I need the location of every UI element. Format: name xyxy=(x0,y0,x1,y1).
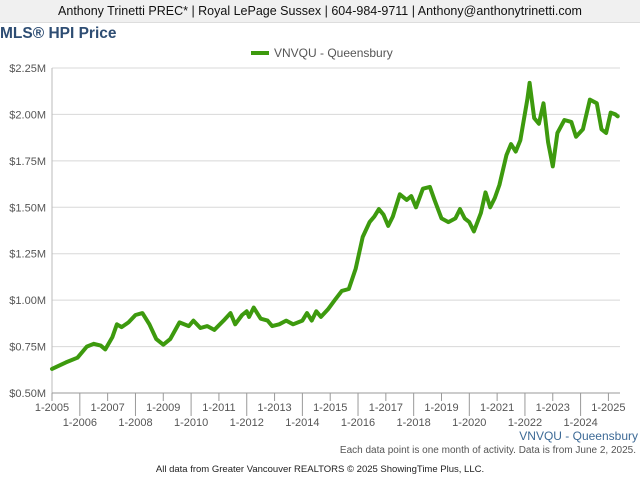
x-tick-label: 1-2011 xyxy=(202,402,235,414)
x-tick-label: 1-2025 xyxy=(591,402,625,414)
contact-banner: Anthony Trinetti PREC* | Royal LePage Su… xyxy=(0,0,640,23)
x-tick-label: 1-2008 xyxy=(118,417,152,429)
copyright-footer: All data from Greater Vancouver REALTORS… xyxy=(155,464,485,475)
x-tick-label: 1-2021 xyxy=(480,402,514,414)
x-tick-label: 1-2014 xyxy=(285,417,319,429)
y-tick-label: $1.75M xyxy=(9,156,46,168)
y-tick-label: $1.50M xyxy=(9,202,46,214)
y-tick-label: $0.50M xyxy=(9,388,46,400)
x-tick-label: 1-2012 xyxy=(230,417,264,429)
x-tick-label: 1-2013 xyxy=(257,402,291,414)
y-tick-label: $2.00M xyxy=(9,109,46,121)
y-tick-label: $2.25M xyxy=(9,63,46,75)
y-tick-label: $1.00M xyxy=(9,295,46,307)
x-tick-label: 1-2006 xyxy=(63,417,97,429)
x-tick-label: 1-2022 xyxy=(508,417,542,429)
x-tick-label: 1-2016 xyxy=(341,417,375,429)
chart-title: MLS® HPI Price xyxy=(0,25,117,42)
y-tick-label: $0.75M xyxy=(9,342,46,354)
data-note: Each data point is one month of activity… xyxy=(339,445,636,456)
x-tick-label: 1-2017 xyxy=(369,402,403,414)
x-tick-label: 1-2023 xyxy=(536,402,570,414)
x-tick-label: 1-2005 xyxy=(35,402,69,414)
x-tick-label: 1-2007 xyxy=(91,402,125,414)
x-tick-label: 1-2024 xyxy=(563,417,597,429)
x-tick-label: 1-2019 xyxy=(424,402,458,414)
x-tick-label: 1-2020 xyxy=(452,417,486,429)
y-tick-label: $1.25M xyxy=(9,249,46,261)
x-tick-label: 1-2018 xyxy=(397,417,431,429)
legend-label: VNVQU - Queensbury xyxy=(274,46,393,60)
series-source-label: VNVQU - Queensbury xyxy=(519,429,638,443)
series-line xyxy=(50,80,620,371)
x-tick-label: 1-2010 xyxy=(174,417,208,429)
x-tick-label: 1-2015 xyxy=(313,402,347,414)
x-tick-label: 1-2009 xyxy=(146,402,180,414)
